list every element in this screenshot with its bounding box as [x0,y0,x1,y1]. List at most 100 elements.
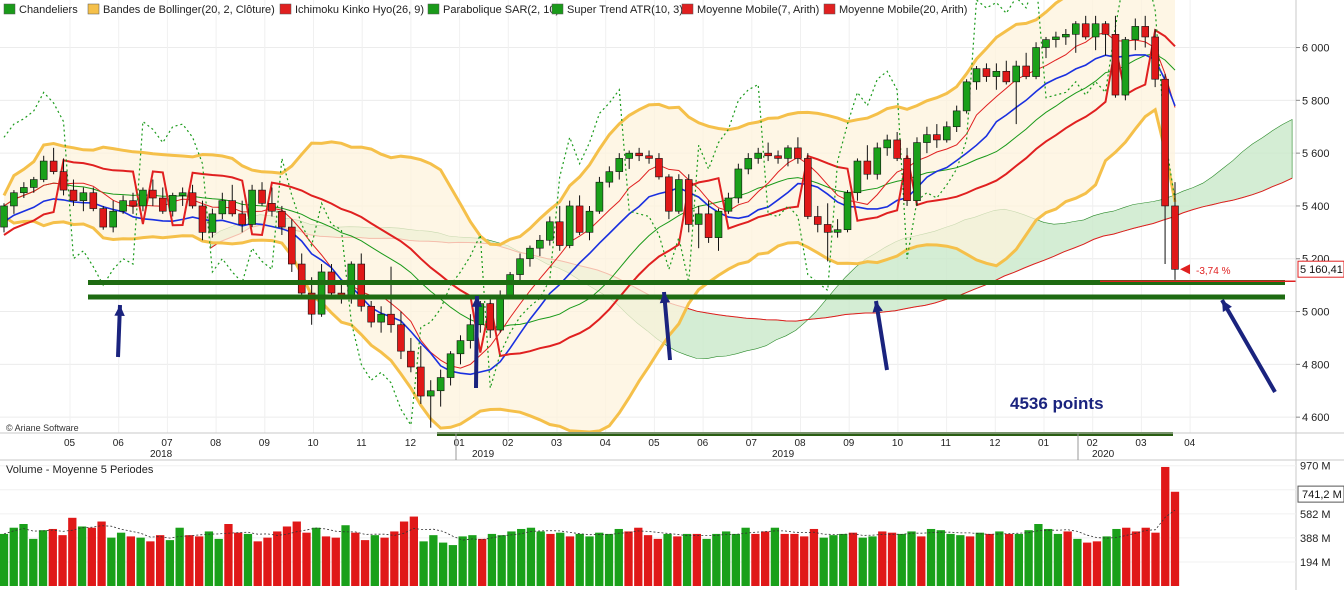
volume-bar [478,538,487,586]
candle [526,245,534,267]
x-month-label: 07 [746,438,758,449]
volume-bar [536,531,545,586]
volume-bar [282,526,292,586]
volume-bar [682,533,692,586]
volume-bar [0,533,9,586]
candle [893,132,901,162]
legend-swatch [551,3,564,15]
legend-label: Moyenne Mobile(7, Arith) [697,4,819,16]
legend-item[interactable]: Moyenne Mobile(20, Arith) [823,3,967,16]
pct-change-label: -3,74 % [1196,266,1231,277]
volume-bar [58,535,67,586]
candle [407,337,415,373]
y-tick-label: 5 000 [1302,307,1330,319]
candle [436,369,445,407]
legend-item[interactable]: Super Trend ATR(10, 3) [551,3,683,16]
candle [883,134,891,156]
legend-swatch [427,3,440,15]
candle [1002,60,1011,85]
y-tick-label: 5 800 [1302,95,1330,107]
volume-bar [604,533,614,586]
legend-item[interactable]: Bandes de Bollinger(20, 2, Clôture) [87,3,275,16]
volume-bar [234,532,243,586]
candle [1062,29,1070,45]
x-month-label: 10 [892,438,904,449]
candle [536,234,544,257]
candle [49,147,58,175]
volume-bar [321,536,331,586]
candle [704,200,713,243]
candle [446,351,455,386]
volume-bar [800,536,809,586]
legend-item[interactable]: Chandeliers [3,3,78,16]
volume-bar [1161,466,1170,586]
volume-bar [68,517,77,586]
volume-bar [936,530,945,586]
candle [863,145,872,180]
candle [59,158,68,196]
volume-bar [429,535,438,586]
candle [377,306,385,333]
volume-bar [712,533,721,586]
volume-bar [331,537,340,586]
legend-swatch [3,3,16,15]
candle [297,253,306,299]
candle [1111,15,1120,98]
volume-bar [926,528,936,586]
x-month-label: 05 [64,438,76,449]
legend-item[interactable]: Ichimoku Kinko Hyo(26, 9) [279,3,424,16]
volume-bar [1034,524,1043,586]
volume-bar [829,535,838,586]
y-tick-label: 5 400 [1302,201,1330,213]
y-tick-label: 6 000 [1302,43,1330,55]
volume-bar [253,541,262,586]
candle [565,200,574,249]
volume-bar [614,528,623,586]
volume-bar [839,533,848,586]
volume-bar [575,533,584,586]
volume-bar [302,532,311,586]
x-month-label: 04 [600,438,612,449]
candle [29,176,38,193]
candle [397,311,405,360]
legend-item[interactable]: Moyenne Mobile(7, Arith) [681,3,819,16]
volume-bar [995,531,1004,586]
candle [1091,15,1100,51]
volume-bar [126,536,136,586]
legend-swatch [279,3,292,15]
legend-item[interactable]: Parabolique SAR(2, 10) [427,3,559,16]
candle [456,335,465,365]
x-month-label: 08 [795,438,807,449]
candle [555,205,564,251]
candle [933,124,941,148]
x-month-label: 08 [210,438,222,449]
volume-bar [517,528,526,586]
volume-bar [497,535,506,586]
price-label-box [1297,260,1344,278]
volume-bar [1112,528,1121,586]
volume-bar [1014,533,1024,586]
candle [288,219,296,272]
candle [516,253,524,283]
candle [585,205,594,241]
volume-bar [946,533,955,586]
volume-bar [1122,527,1131,586]
x-month-label: 10 [308,438,320,449]
volume-bar [468,535,477,586]
volume-bar [809,528,819,586]
candle [982,63,991,82]
volume-bar [263,537,272,586]
volume-bar [965,536,975,586]
x-month-label: 12 [405,438,417,449]
volume-bar [312,527,321,586]
volume-bar [1004,533,1014,586]
candle [903,147,911,206]
volume-bar [907,531,916,586]
volume-bar [507,531,516,586]
candle [923,126,931,154]
candle [833,219,842,238]
legend-label: Moyenne Mobile(20, Arith) [839,4,967,16]
candle [278,205,286,235]
volume-bar [848,532,858,586]
candle [466,314,475,349]
